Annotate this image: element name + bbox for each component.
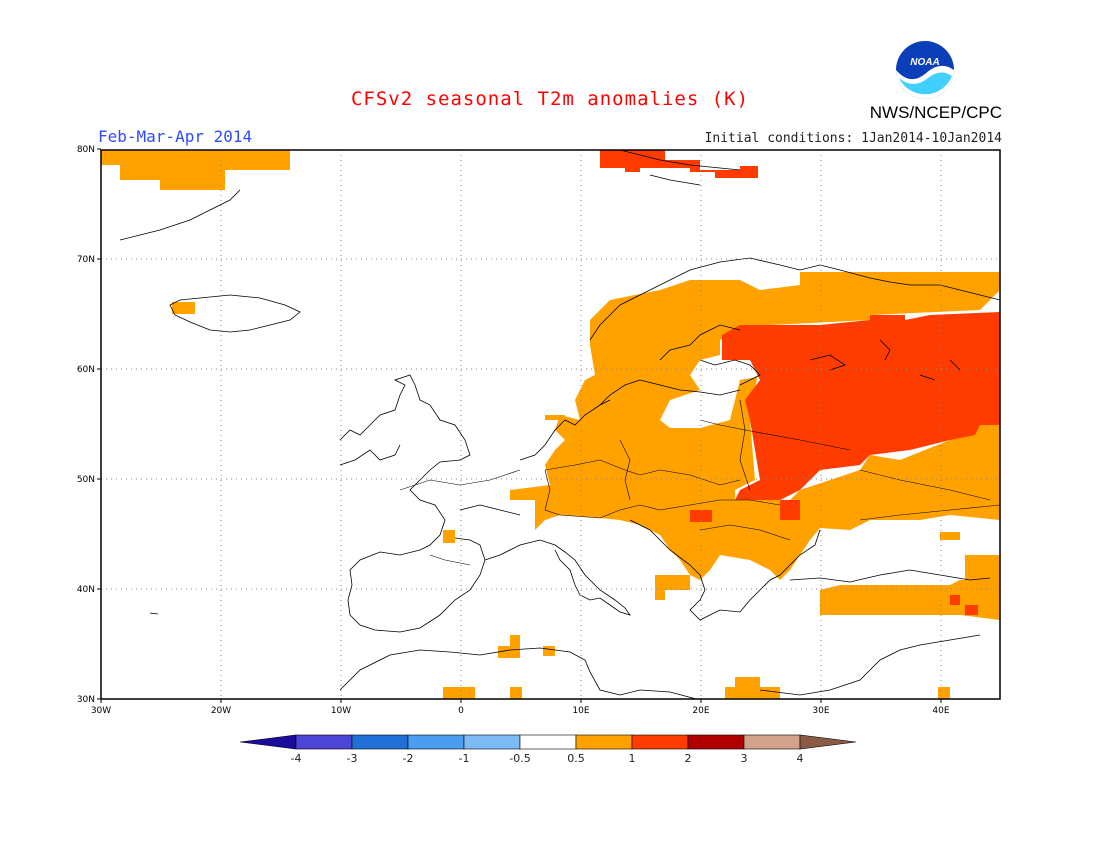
colorbar-box [351,734,409,750]
lon-tick-label: 10W [331,706,351,716]
colorbar-box [575,734,633,750]
country-borders [399,399,1000,566]
lat-tick-label: 30N [77,695,95,705]
lon-tick-label: 30W [91,706,111,716]
map-title: CFSv2 seasonal T2m anomalies (K) [350,88,750,110]
colorbar-box [743,734,801,750]
lat-tick-label: 40N [77,585,95,595]
anomaly-1-to-2 [600,150,1000,615]
lat-tick-label: 70N [77,255,95,265]
colorbar-label: 1 [629,752,636,765]
lon-tick-label: 20W [211,706,231,716]
colorbar-box [519,734,577,750]
axis-ticks: 30W 20W 10W 0 10E 20E 30E 40E 30N 40N 50N 60N 70N 80N [77,145,950,716]
colorbar-box [463,734,521,750]
lon-tick-label: 40E [932,706,949,716]
coastlines [119,150,1000,699]
colorbar-label: 2 [685,752,692,765]
colorbar-box [631,734,689,750]
colorbar-box [295,734,353,750]
map-frame [100,149,1001,700]
lon-tick-label: 30E [812,706,829,716]
lat-tick-label: 50N [77,475,95,485]
colorbar-label: -4 [291,752,302,765]
lon-tick-label: 20E [692,706,709,716]
season-label: Feb-Mar-Apr 2014 [98,127,253,146]
colorbar-label: 3 [741,752,748,765]
colorbar-box [407,734,465,750]
anomaly-shading [101,150,1000,699]
colorbar-label: 4 [797,752,804,765]
colorbar-label: -2 [403,752,414,765]
lon-tick-label: 10E [572,706,589,716]
colorbar-label: -1 [459,752,470,765]
colorbar-box [687,734,745,750]
lat-tick-label: 60N [77,365,95,375]
colorbar-arrow-high [799,734,857,750]
noaa-logo-icon: NOAA [896,41,954,99]
initial-conditions-label: Initial conditions: 1Jan2014-10Jan2014 [704,131,1002,146]
colorbar-label: 0.5 [567,752,585,765]
lat-tick-label: 80N [77,145,95,155]
anomaly-0p5-to-1 [101,150,1000,699]
svg-text:NOAA: NOAA [910,57,939,68]
colorbar-label: -0.5 [509,752,530,765]
colorbar-arrow-low [239,734,297,750]
colorbar-label: -3 [347,752,358,765]
agency-label: NWS/NCEP/CPC [869,103,1002,122]
lon-tick-label: 0 [458,706,464,716]
